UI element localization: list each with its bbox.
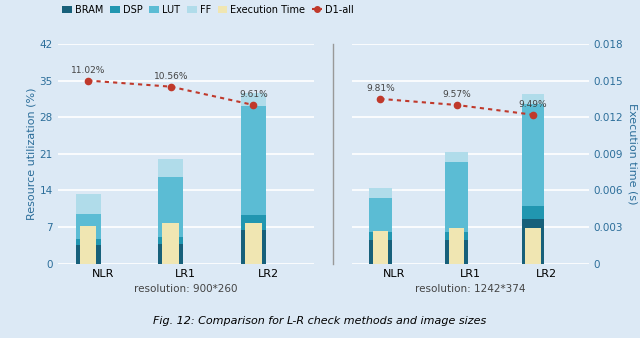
Bar (369, 240, 392, 264)
Bar (369, 198, 392, 232)
Text: 9.57%: 9.57% (442, 90, 471, 99)
Bar (525, 228, 541, 264)
Bar (445, 152, 468, 162)
Bar (158, 238, 183, 244)
Bar (445, 232, 468, 240)
Bar (369, 232, 392, 240)
Bar (158, 159, 183, 177)
Bar (372, 231, 388, 264)
Y-axis label: Resource utilization (%): Resource utilization (%) (27, 88, 36, 220)
Bar (241, 93, 266, 106)
Bar (241, 106, 266, 215)
Bar (163, 223, 179, 264)
X-axis label: resolution: 1242*374: resolution: 1242*374 (415, 284, 525, 294)
Text: 9.81%: 9.81% (366, 84, 395, 93)
Bar (522, 94, 545, 104)
Text: Fig. 12: Comparison for L-R check methods and image sizes: Fig. 12: Comparison for L-R check method… (154, 316, 486, 327)
Bar (76, 194, 100, 214)
Bar (158, 244, 183, 264)
Bar (76, 214, 100, 239)
Bar (158, 177, 183, 238)
Bar (369, 188, 392, 198)
Bar (445, 162, 468, 232)
Bar (445, 240, 468, 264)
Bar (449, 228, 464, 264)
Bar (241, 230, 266, 264)
Bar (522, 104, 545, 206)
X-axis label: resolution: 900*260: resolution: 900*260 (134, 284, 237, 294)
Bar (76, 239, 100, 245)
Bar (522, 219, 545, 264)
Text: 10.56%: 10.56% (154, 72, 188, 81)
Text: 9.49%: 9.49% (519, 100, 547, 109)
Text: 11.02%: 11.02% (71, 66, 106, 75)
Y-axis label: Execution time (s): Execution time (s) (627, 103, 637, 204)
Bar (241, 215, 266, 230)
Bar (76, 245, 100, 264)
Bar (522, 206, 545, 219)
Bar (245, 223, 262, 264)
Bar (80, 226, 97, 264)
Text: 9.61%: 9.61% (239, 90, 268, 99)
Legend: BRAM, DSP, LUT, FF, Execution Time, D1-all: BRAM, DSP, LUT, FF, Execution Time, D1-a… (63, 5, 353, 15)
